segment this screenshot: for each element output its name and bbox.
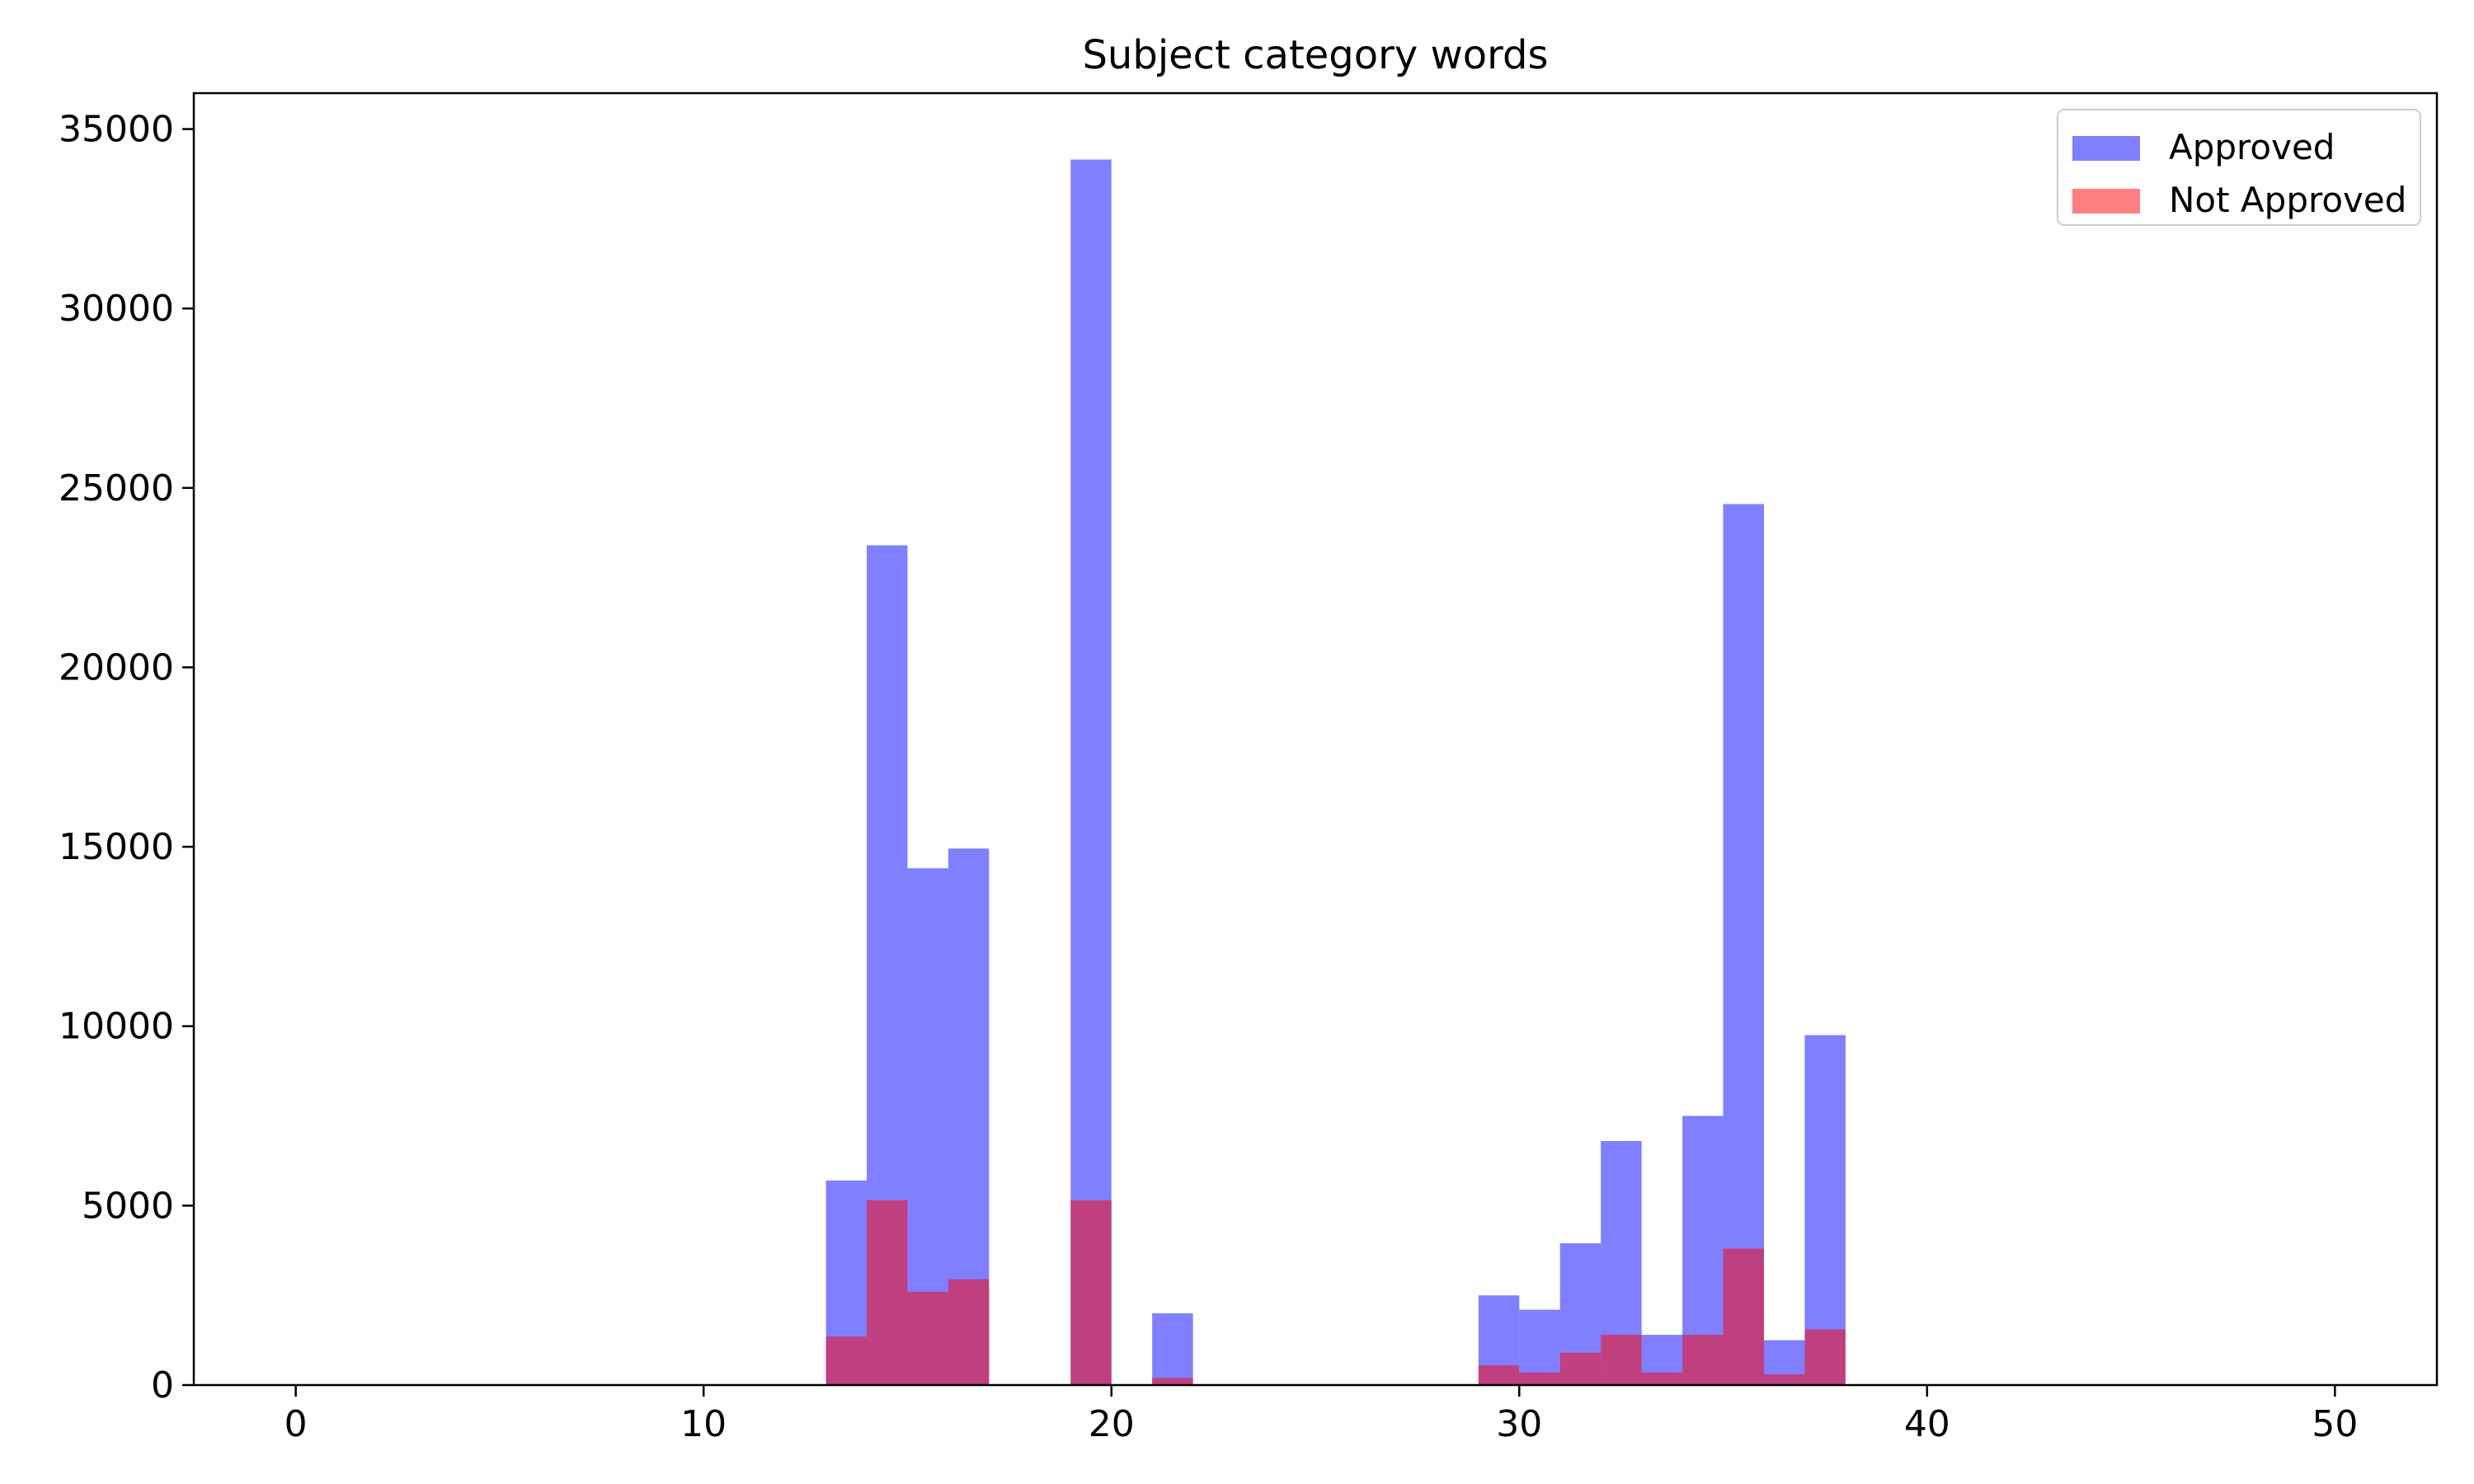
x-tick-label: 20 (1089, 1403, 1135, 1445)
bar-not-approved-bin-16 (948, 1279, 990, 1385)
legend-label: Not Approved (2169, 180, 2406, 220)
y-axis: 0 5000 10000 15000 20000 25000 30000 35000 (59, 109, 194, 1407)
legend-swatch-approved (2072, 136, 2140, 161)
legend-swatch-not-approved (2072, 189, 2140, 214)
bar-not-approved-bin-13 (825, 1336, 867, 1385)
bar-not-approved-bin-36 (1764, 1374, 1805, 1385)
x-tick-label: 10 (680, 1403, 727, 1445)
x-tick-label: 50 (2312, 1403, 2358, 1445)
y-tick-label: 10000 (59, 1006, 174, 1048)
x-tick-label: 0 (285, 1403, 308, 1445)
y-tick-label: 25000 (59, 467, 174, 510)
legend-label: Approved (2169, 127, 2335, 167)
y-tick-label: 15000 (59, 826, 174, 868)
bar-not-approved-bin-15 (907, 1291, 948, 1385)
bar-approved-bin-37 (1804, 1035, 1846, 1385)
bars-layer (825, 159, 1846, 1386)
bar-not-approved-bin-14 (867, 1200, 908, 1385)
legend-box (2057, 109, 2421, 226)
y-tick-label: 5000 (82, 1185, 174, 1227)
bar-not-approved-bin-34 (1682, 1335, 1724, 1385)
x-tick-label: 30 (1496, 1403, 1542, 1445)
bar-not-approved-bin-32 (1601, 1335, 1642, 1385)
y-tick-label: 20000 (59, 646, 174, 688)
x-axis: 0 10 20 30 40 50 (285, 1385, 2358, 1445)
bar-not-approved-bin-35 (1723, 1248, 1764, 1385)
legend: Approved Not Approved (2057, 109, 2421, 226)
y-tick-label: 30000 (59, 288, 174, 330)
bar-not-approved-bin-30 (1519, 1372, 1560, 1385)
bar-not-approved-bin-31 (1559, 1352, 1602, 1385)
plot-frame (192, 92, 2439, 1387)
bar-not-approved-bin-19 (1070, 1200, 1112, 1385)
y-tick-label: 35000 (59, 109, 174, 151)
bar-approved-bin-19 (1070, 159, 1112, 1386)
bar-approved-bin-35 (1723, 504, 1764, 1385)
bar-approved-bin-21 (1152, 1313, 1193, 1385)
bar-not-approved-bin-33 (1641, 1372, 1683, 1385)
bar-not-approved-bin-37 (1804, 1329, 1846, 1385)
bar-not-approved-bin-29 (1478, 1365, 1520, 1385)
bar-not-approved-bin-21 (1152, 1378, 1193, 1385)
y-tick-label: 0 (151, 1364, 174, 1407)
x-tick-label: 40 (1904, 1403, 1950, 1445)
chart-title: Subject category words (1082, 32, 1548, 78)
